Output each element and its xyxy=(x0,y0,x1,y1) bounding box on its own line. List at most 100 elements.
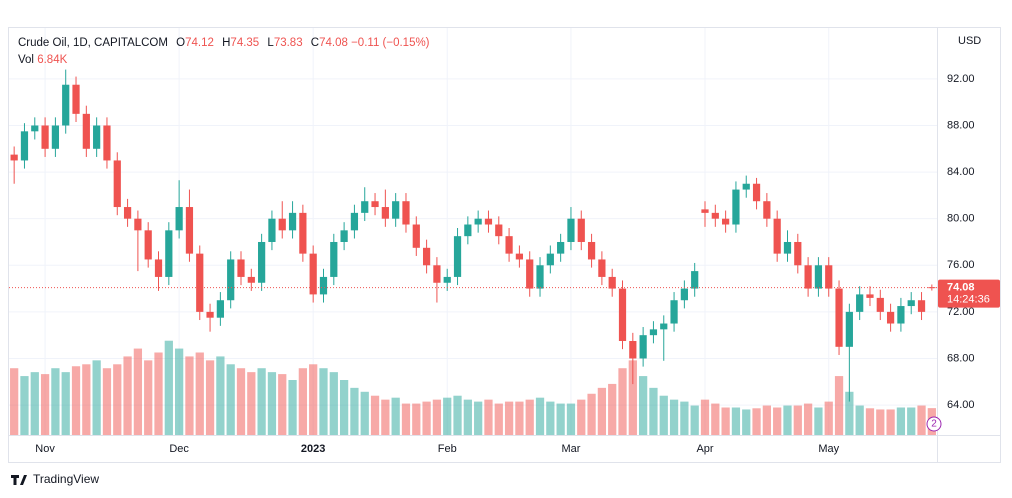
volume-bar xyxy=(309,364,318,435)
volume-bar xyxy=(154,352,163,435)
candle-body xyxy=(691,271,699,289)
volume-bar xyxy=(195,352,204,435)
candle-body xyxy=(587,241,596,260)
open-key: O xyxy=(176,37,186,49)
candle-body xyxy=(515,253,524,260)
y-tick-label: 76.00 xyxy=(947,259,975,271)
volume-bar xyxy=(10,368,19,435)
candle-body xyxy=(41,125,49,149)
candle-body xyxy=(495,224,503,237)
volume-bar xyxy=(587,393,596,435)
volume-bar xyxy=(205,360,215,435)
volume-bar xyxy=(865,408,875,435)
event-badge xyxy=(926,416,942,432)
candle-body xyxy=(897,306,905,324)
volume-bar xyxy=(762,405,771,435)
countdown: 14:24:36 xyxy=(947,294,990,306)
candle-body xyxy=(113,160,121,208)
volume-bar xyxy=(422,401,431,435)
volume-bar xyxy=(834,376,844,435)
volume-bar xyxy=(556,403,565,435)
brand-name: TradingView xyxy=(33,472,99,486)
candle-body xyxy=(340,230,348,242)
candle-body xyxy=(433,265,441,283)
candle-body xyxy=(144,230,152,260)
volume-bar xyxy=(639,376,648,435)
volume-bar xyxy=(123,356,132,435)
y-tick-label: 92.00 xyxy=(947,73,975,85)
volume-key: Vol xyxy=(18,54,34,66)
candle-body xyxy=(876,297,884,312)
volume-bar xyxy=(40,374,50,435)
volume-bar xyxy=(793,405,802,435)
candle-body xyxy=(227,259,235,301)
volume-bar xyxy=(350,387,359,435)
volume-bar xyxy=(278,374,287,435)
candle-body xyxy=(247,276,255,283)
candle-body xyxy=(783,241,792,254)
candle-body xyxy=(711,212,719,219)
candle-body xyxy=(422,247,431,266)
candle-body xyxy=(268,218,276,242)
candle-body xyxy=(82,113,90,149)
candle-body xyxy=(392,201,400,219)
volume-bar xyxy=(484,399,493,435)
candle-body xyxy=(598,259,606,277)
symbol: Crude Oil, 1D, CAPITALCOM xyxy=(18,37,168,49)
candle-body xyxy=(845,311,853,347)
volume-bar xyxy=(731,407,741,435)
volume-bar xyxy=(917,405,926,435)
frame xyxy=(8,27,1001,463)
volume-bar xyxy=(453,395,462,435)
candle-body xyxy=(165,230,173,277)
volume-bar xyxy=(649,387,658,435)
candle-body xyxy=(814,265,823,289)
volume-value: 6.84K xyxy=(37,54,68,66)
candle-body xyxy=(856,294,864,312)
candle-body xyxy=(825,265,833,289)
candle-body xyxy=(123,207,132,219)
candle-body xyxy=(866,294,874,298)
candle-body xyxy=(361,201,369,213)
candle-body xyxy=(134,218,142,231)
candle-body xyxy=(216,300,224,318)
volume-bar xyxy=(257,368,266,435)
legend-row: Vol 6.84K xyxy=(18,52,430,69)
volume-bar xyxy=(319,368,328,435)
volume-bar xyxy=(360,391,369,435)
y-tick-label: 88.00 xyxy=(947,119,975,131)
candle-body xyxy=(928,287,936,289)
last-price-label: 74.08 xyxy=(947,282,975,294)
volume-bar xyxy=(680,401,689,435)
candle-body xyxy=(288,212,297,231)
volume-bar xyxy=(401,403,411,435)
volume-bar xyxy=(597,387,607,435)
volume-bar xyxy=(288,380,297,435)
volume-bar xyxy=(30,372,39,435)
candle-body xyxy=(185,207,194,254)
legend: Crude Oil, 1D, CAPITALCOM O74.12 H74.35 … xyxy=(18,35,430,69)
candle-body xyxy=(773,218,781,254)
candle-body xyxy=(258,241,266,283)
volume-bar xyxy=(515,401,524,435)
volume-bar xyxy=(298,368,307,435)
candle-body xyxy=(722,218,730,225)
volume-bar xyxy=(164,340,173,435)
volume-bar xyxy=(20,376,29,435)
last-price-box xyxy=(938,279,1000,308)
x-tick-label: Feb xyxy=(438,443,457,455)
volume-bar xyxy=(144,360,153,435)
candle-body xyxy=(752,183,761,202)
grid xyxy=(9,28,937,435)
volume-bar xyxy=(814,407,823,435)
volume-bar xyxy=(566,403,576,435)
candle-body xyxy=(402,201,410,225)
volume-bar xyxy=(535,397,545,435)
y-tick-label: 68.00 xyxy=(947,352,975,364)
volume-bar xyxy=(216,356,225,435)
candle-body xyxy=(474,218,482,225)
candle-body xyxy=(629,340,637,359)
volume-bar xyxy=(845,391,854,435)
candle-body xyxy=(557,241,565,254)
